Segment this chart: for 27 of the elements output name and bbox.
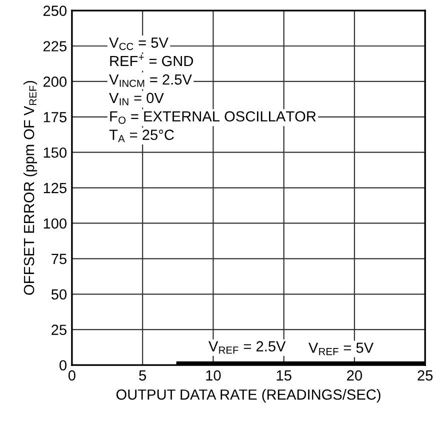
y-tick-label: 175 xyxy=(44,112,66,122)
y-tick-label: 0 xyxy=(60,360,67,370)
y-tick-label: 25 xyxy=(52,324,66,336)
y-tick-label: 100 xyxy=(44,218,67,229)
annotation: REF$^{+}$ = GND xyxy=(110,54,193,66)
y-tick-label: 250 xyxy=(43,6,67,16)
annotation: V$_{INCM}$ = 2.5V xyxy=(109,74,192,87)
y-axis-title: OFFSET ERROR (ppm OF V$_{REF}$) xyxy=(23,81,38,295)
annotation: T$_{A}$ = 25°C xyxy=(109,130,174,142)
annotation: V$_{IN}$ = 0V xyxy=(109,92,164,106)
x-tick-label: 0 xyxy=(68,370,76,381)
series-label: V$_{REF}$ = 2.5V xyxy=(208,341,286,354)
x-axis-title: OUTPUT DATA RATE (READINGS/SEC) xyxy=(116,389,380,403)
y-tick-label: 200 xyxy=(43,76,67,87)
y-tick-label: 50 xyxy=(51,289,67,300)
annotation: V$_{CC}$ = 5V xyxy=(109,38,168,50)
series-label: V$_{REF}$ = 5V xyxy=(308,342,374,356)
annotation: F$_{O}$ = EXTERNAL OSCILLATOR xyxy=(110,111,316,124)
x-tick-label: 25 xyxy=(418,370,433,381)
x-tick-label: 20 xyxy=(347,370,362,381)
x-tick-label: 10 xyxy=(206,370,221,381)
y-tick-label: 225 xyxy=(43,41,66,52)
y-tick-label: 125 xyxy=(44,182,66,194)
y-tick-label: 75 xyxy=(52,254,66,264)
x-tick-label: 15 xyxy=(276,370,292,381)
y-tick-label: 150 xyxy=(44,147,67,158)
x-tick-label: 5 xyxy=(139,370,146,381)
